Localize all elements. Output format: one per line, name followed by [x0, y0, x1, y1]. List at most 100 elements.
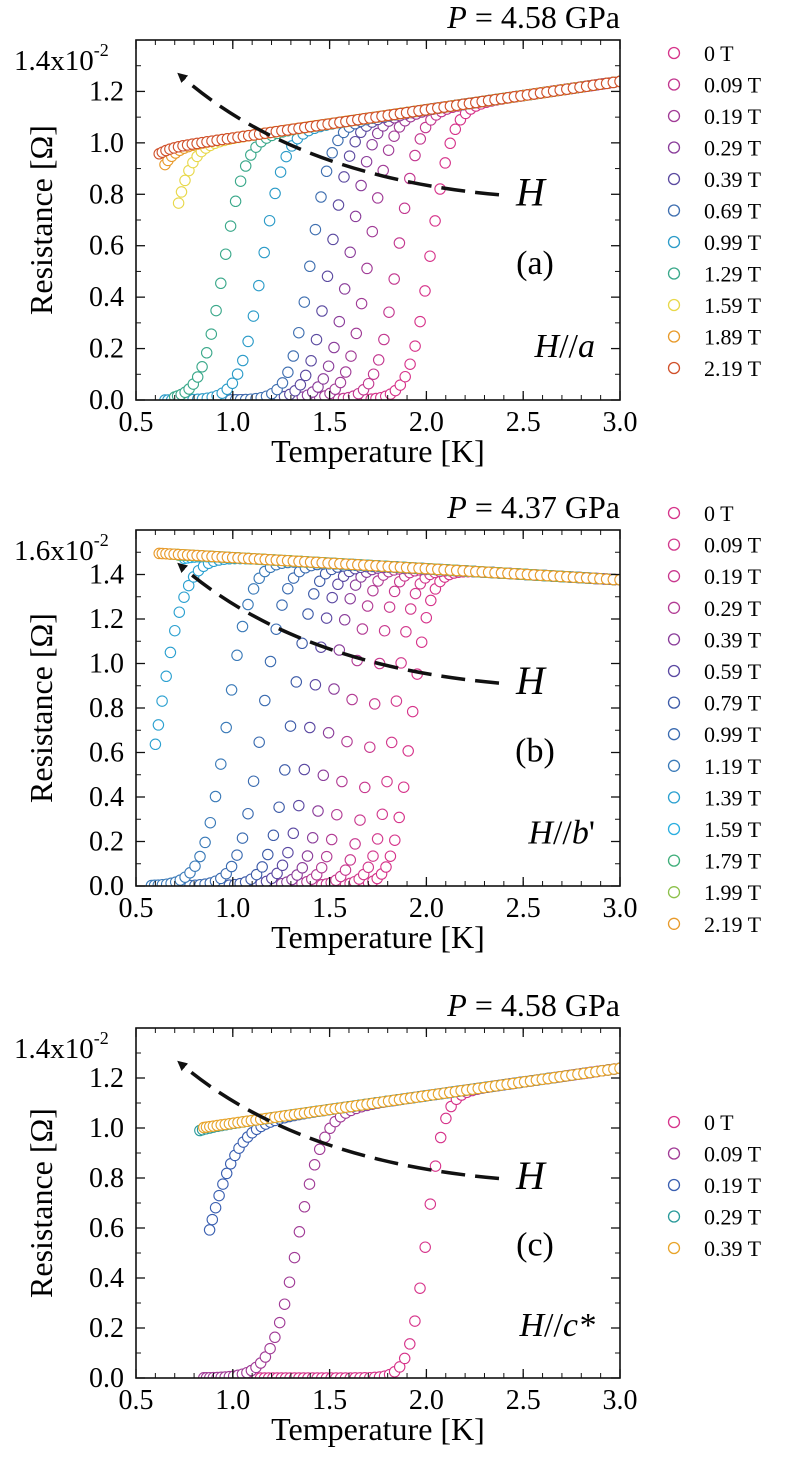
data-point	[331, 808, 343, 821]
data-point	[429, 215, 441, 227]
legend-entry: 1.89 T	[704, 325, 762, 350]
legend-marker	[667, 886, 681, 899]
data-point	[290, 676, 303, 688]
data-point	[269, 1331, 281, 1344]
data-point	[361, 262, 373, 275]
data-point	[356, 623, 369, 635]
y-tick-label: 1.4	[89, 560, 124, 591]
legend-marker	[667, 78, 681, 91]
data-point	[205, 328, 218, 340]
legend-entry: 0.19 T	[704, 104, 762, 129]
data-point	[362, 861, 375, 874]
data-point	[368, 698, 381, 710]
y-tick-label: 0.8	[89, 693, 124, 724]
data-point	[364, 741, 376, 753]
data-point	[380, 861, 392, 873]
panel-b: 0.5 1.0 1.5 2.0 2.5 3.0 0.0 0.2 0.4 0.6 0.8 1.0 1.2 1…	[14, 489, 762, 955]
data-point	[298, 1201, 311, 1213]
data-point	[287, 827, 300, 840]
data-point	[242, 807, 254, 820]
data-point	[310, 333, 323, 346]
data-point	[371, 192, 384, 204]
y-tick-label: 0.6	[89, 1213, 124, 1244]
data-point	[182, 579, 195, 592]
data-point	[399, 370, 411, 383]
data-point	[288, 1251, 301, 1264]
data-point	[328, 683, 340, 695]
y-tick-label: 0.0	[89, 871, 124, 902]
field-arrow	[177, 1060, 500, 1181]
data-point	[349, 210, 362, 223]
y-tick-label: 0.6	[89, 231, 124, 262]
data-point	[305, 355, 317, 367]
data-point	[393, 811, 405, 824]
legend-marker	[667, 1241, 681, 1255]
y-top-label: 1.4x10-2	[14, 1028, 109, 1065]
legend-marker	[667, 506, 681, 520]
data-point	[404, 1338, 416, 1350]
legend: 0 T 0.09 T 0.19 T 0.29 T 0.39 T 0.59 T 0.79 T 0…	[667, 501, 762, 937]
data-point	[402, 745, 414, 757]
field-arrow-label: H	[515, 1153, 547, 1198]
y-tick-label: 1.2	[89, 1063, 124, 1094]
data-point	[327, 233, 339, 246]
data-point	[276, 859, 289, 872]
data-point	[231, 849, 243, 861]
x-tick-label: 2.5	[506, 1385, 541, 1416]
data-point	[376, 808, 389, 821]
data-point	[344, 592, 356, 605]
data-point	[189, 860, 201, 872]
data-point	[322, 727, 335, 739]
data-point	[414, 133, 427, 145]
data-point	[175, 186, 188, 198]
data-point	[367, 850, 379, 862]
data-point	[296, 637, 308, 650]
data-point	[332, 134, 344, 147]
data-point	[301, 850, 314, 862]
data-point	[303, 1178, 316, 1190]
legend-marker	[667, 235, 681, 249]
data-point	[449, 123, 462, 136]
data-point	[409, 340, 421, 352]
legend-marker	[667, 298, 681, 312]
data-point	[367, 368, 380, 380]
data-point	[264, 1342, 276, 1355]
data-point	[346, 693, 358, 706]
data-point	[404, 358, 416, 370]
data-point	[149, 738, 162, 751]
data-point	[298, 763, 311, 776]
legend-marker	[667, 109, 681, 123]
data-point	[378, 333, 390, 346]
legend-marker	[667, 1115, 681, 1129]
data-point	[398, 202, 411, 215]
y-axis-label: Resistance [Ω]	[23, 1108, 59, 1298]
y-tick-label: 0.4	[89, 782, 124, 813]
series-2_19-T	[153, 75, 620, 160]
data-point	[179, 174, 191, 187]
data-point	[308, 588, 320, 600]
data-point	[259, 694, 271, 707]
data-point	[339, 864, 352, 876]
legend-marker	[667, 696, 681, 709]
data-point	[219, 248, 232, 260]
data-point	[191, 371, 204, 383]
legend-marker	[667, 917, 681, 930]
data-point	[325, 833, 338, 846]
legend-entry: 0.39 T	[704, 167, 762, 192]
data-point	[256, 861, 268, 873]
data-point	[247, 583, 260, 595]
y-tick-label: 1.2	[89, 604, 124, 635]
legend-entry: 0 T	[704, 1110, 734, 1135]
data-point	[242, 335, 254, 348]
data-point	[276, 599, 288, 611]
data-point	[395, 657, 407, 669]
x-tick-label: 3.0	[603, 407, 638, 438]
legend-marker	[667, 46, 681, 60]
legend-marker	[667, 570, 681, 583]
y-tick-label: 0.8	[89, 1163, 124, 1194]
data-point	[338, 614, 351, 626]
data-point	[298, 296, 311, 308]
x-axis-label: Temperature [K]	[271, 919, 485, 955]
data-point	[293, 1226, 306, 1238]
data-point	[271, 867, 283, 880]
